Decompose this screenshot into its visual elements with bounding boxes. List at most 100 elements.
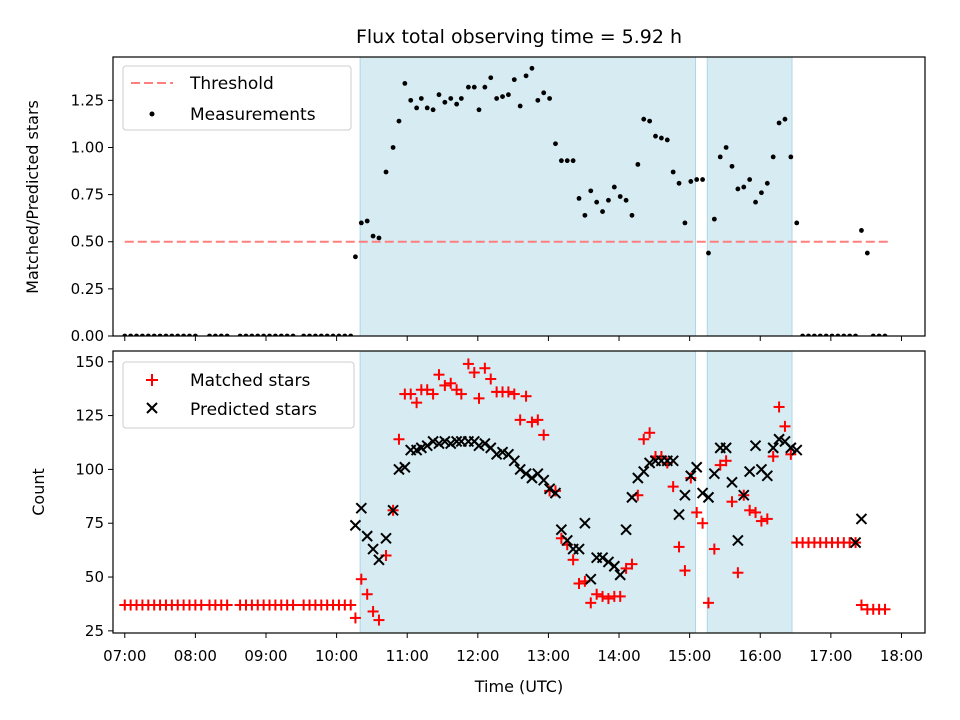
predicted-star-point: [743, 465, 756, 478]
matched-star-point: [421, 384, 433, 396]
matched-star-point: [427, 388, 439, 400]
measurement-point: [700, 177, 705, 182]
matched-star-point: [439, 379, 451, 391]
measurement-point: [611, 184, 617, 190]
matched-star-point: [532, 414, 544, 426]
measurement-point: [564, 158, 570, 164]
x-tick-label: 08:00: [174, 647, 217, 665]
measurement-point: [682, 220, 688, 226]
matched-star-point: [349, 612, 361, 624]
predicted-star-point: [596, 551, 609, 564]
matched-star-point: [502, 386, 514, 398]
legend-measurements-swatch: [149, 111, 155, 117]
measurement-point: [788, 154, 794, 160]
x-axis-label: Time (UTC): [474, 677, 563, 696]
predicted-star-point: [673, 508, 685, 521]
matched-star-point: [526, 416, 538, 428]
measurement-point: [482, 84, 488, 90]
predicted-star-point: [373, 554, 385, 566]
measurement-point: [454, 101, 460, 107]
measurement-point: [494, 96, 500, 101]
measurement-point: [488, 75, 494, 81]
matched-star-point: [361, 588, 373, 600]
bottom-y-tick-label: 75: [85, 514, 104, 532]
matched-star-point: [287, 599, 299, 611]
measurement-point: [617, 194, 623, 199]
x-tick-label: 07:00: [103, 647, 146, 665]
matched-star-point: [597, 590, 609, 602]
predicted-star-point: [549, 487, 562, 499]
predicted-star-point: [526, 472, 538, 484]
matched-star-point: [673, 541, 685, 553]
matched-star-point: [538, 429, 550, 441]
matched-star-point: [393, 433, 405, 445]
measurement-point: [408, 97, 414, 103]
predicted-star-point: [749, 440, 762, 452]
predicted-star-point: [761, 470, 774, 482]
measurement-point: [436, 92, 442, 98]
top-legend-box: [122, 65, 352, 131]
predicted-star-point: [349, 519, 362, 532]
x-tick-label: 17:00: [809, 647, 852, 665]
matched-star-point: [779, 420, 791, 432]
predicted-star-point: [638, 465, 650, 478]
measurement-point: [747, 177, 753, 182]
matched-star-point: [732, 567, 744, 579]
bottom-axes: 25 50 75 100 125 150 07:00 08:00 09:00 10:00 11:00…: [75, 350, 926, 665]
measurement-point: [370, 233, 376, 239]
matched-star-point: [667, 481, 679, 493]
matched-star-point: [679, 565, 691, 577]
measurement-point: [376, 235, 382, 241]
measurement-point: [641, 116, 647, 122]
measurement-point: [635, 162, 641, 167]
measurement-point: [759, 190, 764, 196]
top-y-tick-label: 0.00: [71, 327, 104, 345]
x-tick-label: 12:00: [456, 647, 499, 665]
measurement-point: [776, 120, 782, 126]
predicted-star-point: [608, 560, 621, 572]
matched-star-point: [445, 377, 457, 389]
measurement-point: [511, 77, 517, 83]
x-tick-label: 11:00: [386, 647, 429, 665]
matched-star-point: [744, 504, 756, 516]
bottom-y-tick-label: 150: [75, 353, 104, 371]
measurement-point: [782, 116, 788, 122]
chart-title: Flux total observing time = 5.92 h: [356, 26, 682, 48]
matched-star-point: [373, 614, 385, 626]
measurement-point: [588, 188, 594, 194]
matched-star-point: [520, 390, 532, 402]
predicted-star-point: [685, 470, 697, 482]
x-tick-label: 09:00: [244, 647, 287, 665]
predicted-stars-series: [349, 433, 868, 585]
measurement-point: [465, 84, 471, 90]
measurement-point: [570, 158, 576, 164]
measurement-point: [753, 199, 758, 205]
x-tick-label: 18:00: [880, 647, 923, 665]
predicted-star-point: [702, 491, 715, 504]
predicted-star-point: [614, 569, 626, 581]
measurement-point: [430, 107, 436, 113]
x-tick-label: 15:00: [668, 647, 711, 665]
measurement-point: [664, 137, 670, 143]
measurement-point: [629, 212, 635, 218]
matched-star-point: [602, 593, 614, 605]
measurement-point: [694, 177, 700, 182]
matched-star-point: [479, 362, 491, 374]
predicted-star-point: [855, 513, 868, 525]
measurement-point: [418, 96, 424, 101]
predicted-star-point: [508, 455, 520, 467]
measurement-point: [864, 250, 870, 256]
predicted-star-point: [387, 504, 399, 517]
predicted-star-point: [538, 474, 550, 486]
matched-star-point: [626, 558, 638, 570]
matched-star-point: [508, 388, 520, 400]
bottom-star-count-points: [119, 358, 891, 626]
bottom-axes-frame: [112, 350, 926, 634]
measurement-point: [358, 220, 364, 226]
measurement-point: [706, 250, 711, 256]
matched-star-point: [714, 459, 726, 471]
top-y-tick-label: 0.25: [71, 280, 104, 298]
matched-star-point: [614, 590, 626, 602]
measurement-point: [623, 197, 629, 203]
matched-star-point: [879, 603, 891, 615]
